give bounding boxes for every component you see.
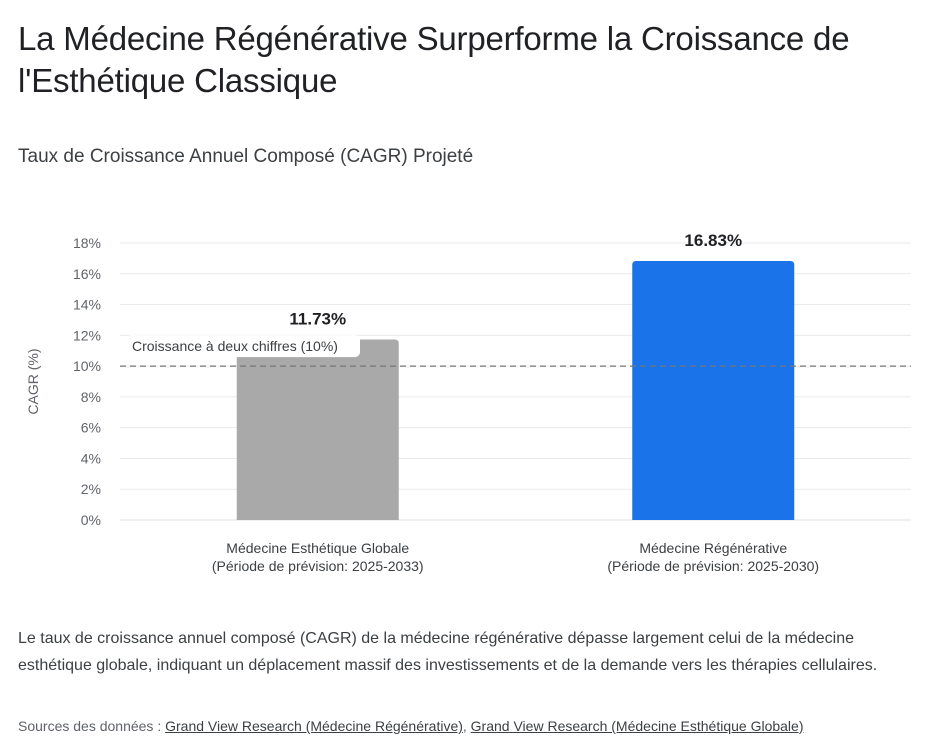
data-sources: Sources des données : Grand View Researc… [18,718,803,734]
y-tick-label: 8% [81,389,101,405]
bar [632,261,795,520]
y-tick-label: 0% [81,512,101,528]
y-tick-label: 6% [81,420,101,436]
y-tick-label: 2% [81,481,101,497]
sources-prefix: Sources des données : [18,718,166,734]
y-tick-label: 18% [73,235,101,251]
chart-subtitle: Taux de Croissance Annuel Composé (CAGR)… [18,146,474,167]
source-link-regenerative[interactable]: Grand View Research (Médecine Régénérati… [165,718,463,734]
bar-chart: 0% 2% 4% 6% 8% 10% 12% 14% 16% 18% CAGR (%) 11.73% M… [25,231,911,574]
y-tick-label: 16% [73,266,101,282]
y-tick-label: 10% [73,358,101,374]
data-label: 11.73% [289,309,346,328]
reference-line-label: Croissance à deux chiffres (10%) [132,338,338,354]
x-tick-label: (Période de prévision: 2025-2033) [212,558,424,574]
y-axis-label: CAGR (%) [25,348,41,414]
reference-label-background [126,335,360,358]
source-link-aesthetic[interactable]: Grand View Research (Médecine Esthétique… [470,718,804,734]
y-tick-label: 14% [73,297,101,313]
y-tick-label: 4% [81,450,101,466]
bar [236,339,399,520]
chart-title: La Médecine Régénérative Surperforme la … [18,20,850,99]
x-tick-label: Médecine Esthétique Globale [226,540,409,556]
chart-description: Le taux de croissance annuel composé (CA… [18,630,878,674]
x-tick-label: Médecine Régénérative [639,540,787,556]
x-tick-label: (Période de prévision: 2025-2030) [607,558,819,574]
y-tick-label: 12% [73,327,101,343]
sources-separator: , [462,718,471,734]
data-label: 16.83% [684,231,742,250]
